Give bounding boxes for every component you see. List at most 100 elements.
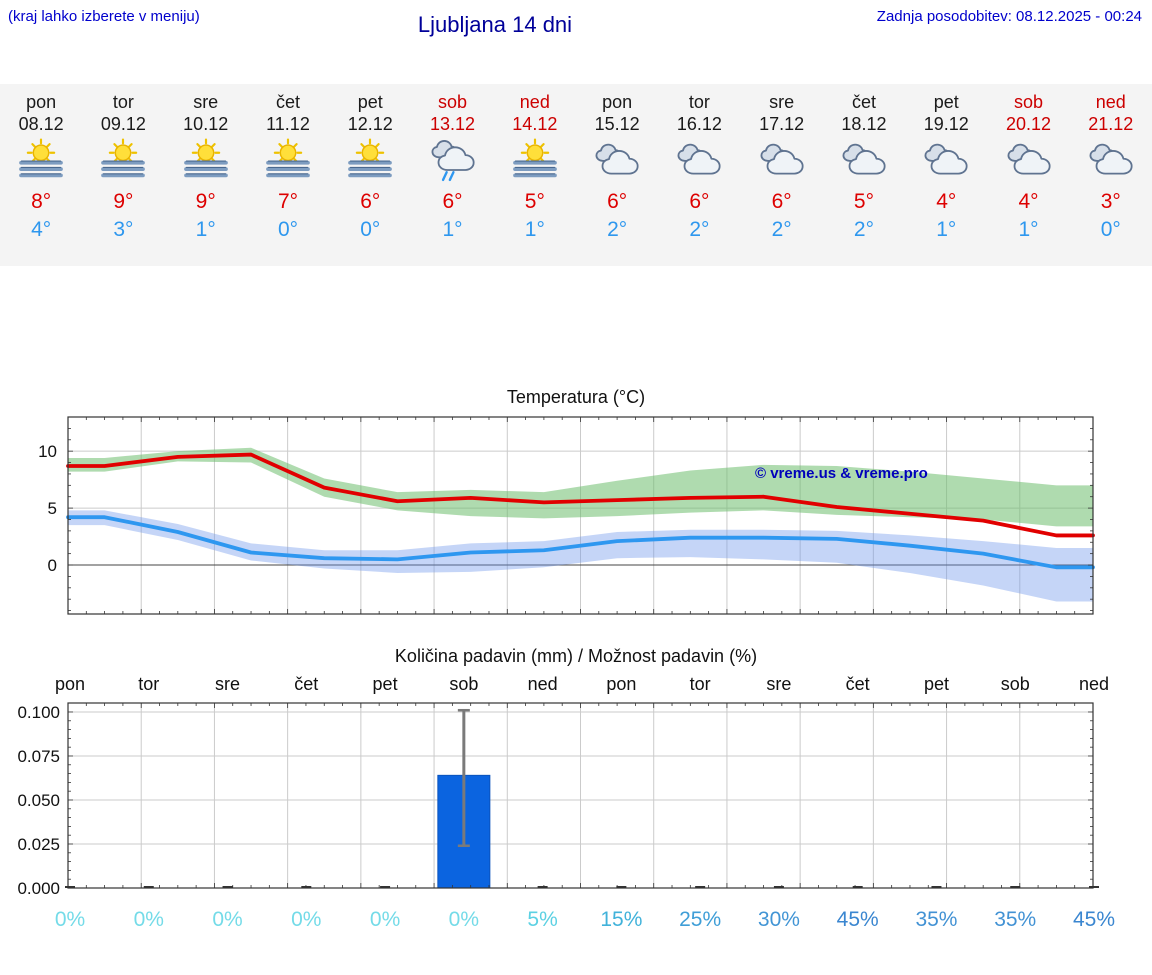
day-name: sre <box>769 92 795 112</box>
high-temp: 6° <box>771 190 792 213</box>
low-temp: 0° <box>277 218 299 241</box>
high-temp: 5° <box>853 190 874 213</box>
low-temp: 1° <box>936 218 957 241</box>
zero-precip-mark <box>380 886 391 888</box>
percent-label: 0% <box>212 908 242 931</box>
sun-fog-icon <box>259 138 317 182</box>
low-temp: 1° <box>524 218 545 241</box>
forecast-day: ned 21.12 3° 0° <box>1070 84 1152 266</box>
precipitation-plot: pon tor sre čet pet sob ned pon tor sre čet pet sob n… <box>17 674 1115 931</box>
forecast-day: sob 20.12 4° 1° <box>987 84 1069 266</box>
day-date: 20.12 <box>1005 114 1052 134</box>
svg-text:10: 10 <box>38 442 57 461</box>
weather-icon <box>987 138 1069 184</box>
weather-icon <box>1070 138 1152 184</box>
high-temp: 6° <box>607 190 628 213</box>
day-name: pon <box>26 92 57 112</box>
high-temp: 6° <box>360 190 381 213</box>
precip-error-bar <box>457 708 470 848</box>
temperature-chart-title: Temperatura (°C) <box>506 387 646 407</box>
zero-precip-mark <box>773 886 784 888</box>
day-date: 10.12 <box>183 114 229 134</box>
clouds-icon <box>835 138 893 182</box>
percent-label: 35% <box>915 908 957 931</box>
high-temp: 4° <box>936 190 957 213</box>
precip-day-label: tor <box>690 674 711 694</box>
day-date: 18.12 <box>841 114 887 134</box>
min-temperatura-line <box>66 515 1095 570</box>
zero-precip-mark <box>1010 886 1021 888</box>
precip-day-label: ned <box>528 674 558 694</box>
precip-day-label: pon <box>606 674 636 694</box>
forecast-day: pon 15.12 6° 2° <box>576 84 658 266</box>
clouds-icon <box>1082 138 1140 182</box>
svg-text:0.025: 0.025 <box>17 835 60 854</box>
precip-day-label: sob <box>449 674 478 694</box>
watermark-link[interactable]: © vreme.us & vreme.pro <box>755 465 928 482</box>
low-temp: 0° <box>1100 218 1121 241</box>
temperature-chart: 0 5 10 © vreme.us & vreme.pro <box>0 414 1152 633</box>
weather-icon <box>247 138 329 184</box>
percent-label: 5% <box>527 908 557 931</box>
low-temp: 2° <box>771 218 792 241</box>
precip-day-labels: pon tor sre čet pet sob ned pon tor sre čet pet sob n… <box>55 674 1109 694</box>
precip-gridlines <box>68 703 1093 888</box>
zero-precip-mark <box>65 886 75 888</box>
temperature-plot: 0 5 10 © vreme.us & vreme.pro <box>38 416 1095 615</box>
zero-precip-mark <box>695 886 706 888</box>
low-temp: 0° <box>360 218 381 241</box>
low-temp: 3° <box>113 218 134 241</box>
day-name: čet <box>851 92 876 112</box>
weather-icon <box>905 138 987 184</box>
forecast-day: sre 17.12 6° 2° <box>741 84 823 266</box>
high-temp: 3° <box>1100 190 1121 213</box>
weather-icon <box>329 138 411 184</box>
day-date: 19.12 <box>923 114 969 134</box>
high-temp: 9° <box>195 190 216 213</box>
day-name: sre <box>193 92 219 112</box>
day-name: ned <box>519 92 550 112</box>
precip-bars <box>65 774 1099 889</box>
zero-precip-mark <box>222 886 233 888</box>
high-temp: 4° <box>1018 190 1039 213</box>
percent-label: 0% <box>55 908 85 931</box>
day-date: 12.12 <box>347 114 393 134</box>
zero-precip-mark <box>852 886 863 888</box>
temp-plot-frame <box>67 416 1094 615</box>
low-temp: 1° <box>442 218 463 241</box>
day-date: 08.12 <box>18 114 64 134</box>
forecast-day: pet 12.12 6° 0° <box>329 84 411 266</box>
weather-icon <box>165 138 247 184</box>
percent-label: 45% <box>837 908 879 931</box>
low-temp: 2° <box>689 218 710 241</box>
temp-gridlines <box>68 417 1093 614</box>
max-temperatura-line <box>66 452 1095 538</box>
precip-day-label: sob <box>1001 674 1030 694</box>
low-temp: 1° <box>1018 218 1039 241</box>
high-temp: 7° <box>277 190 299 213</box>
sun-fog-icon <box>177 138 235 182</box>
precip-day-label: ned <box>1079 674 1109 694</box>
precip-day-label: pet <box>373 674 398 694</box>
percent-labels: 0% 0% 0% 0% 0% 0% 5% 15% 25% 30% 45% 35% 35% 45% <box>55 908 1115 931</box>
weather-icon <box>741 138 823 184</box>
day-name: pet <box>933 92 959 112</box>
weather-icon <box>823 138 905 184</box>
svg-text:0.000: 0.000 <box>17 879 60 898</box>
low-temp: 4° <box>31 218 52 241</box>
percent-label: 0% <box>291 908 321 931</box>
percent-label: 0% <box>370 908 400 931</box>
percent-label: 15% <box>600 908 642 931</box>
low-temp: 2° <box>853 218 874 241</box>
precip-y-labels: 0.000 0.025 0.050 0.075 0.100 <box>17 703 60 898</box>
forecast-day: tor 09.12 9° 3° <box>82 84 164 266</box>
day-date: 14.12 <box>512 114 558 134</box>
day-name: sob <box>438 92 468 112</box>
low-temp: 2° <box>607 218 628 241</box>
percent-label: 0% <box>134 908 164 931</box>
low-temp: 1° <box>195 218 216 241</box>
precip-day-label: pet <box>924 674 949 694</box>
day-date: 16.12 <box>676 114 722 134</box>
day-name: pon <box>602 92 633 112</box>
